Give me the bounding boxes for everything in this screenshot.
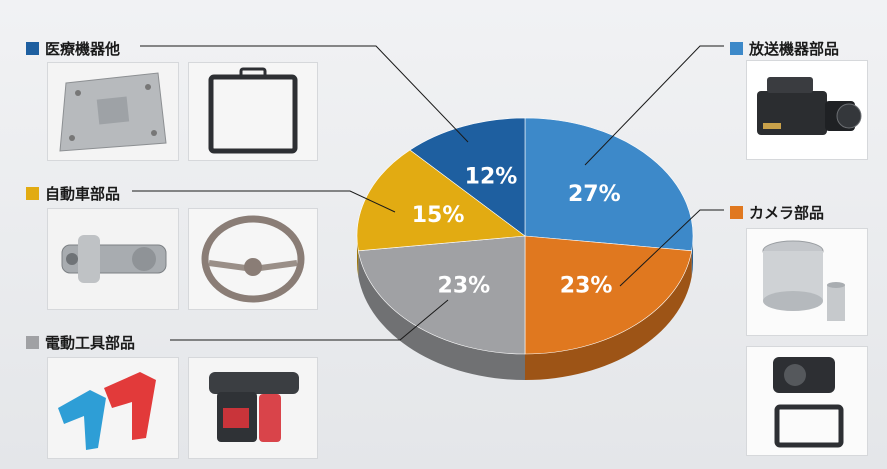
broadcast-value-label: 27% bbox=[568, 182, 621, 207]
medical-leader-line bbox=[140, 46, 468, 142]
auto-value-label: 15% bbox=[412, 203, 465, 228]
medical-value-label: 12% bbox=[465, 165, 518, 190]
tool-value-label: 23% bbox=[438, 274, 491, 299]
pie-top bbox=[357, 118, 693, 354]
auto-leader-line bbox=[132, 191, 395, 212]
camera-value-label: 23% bbox=[560, 274, 613, 299]
